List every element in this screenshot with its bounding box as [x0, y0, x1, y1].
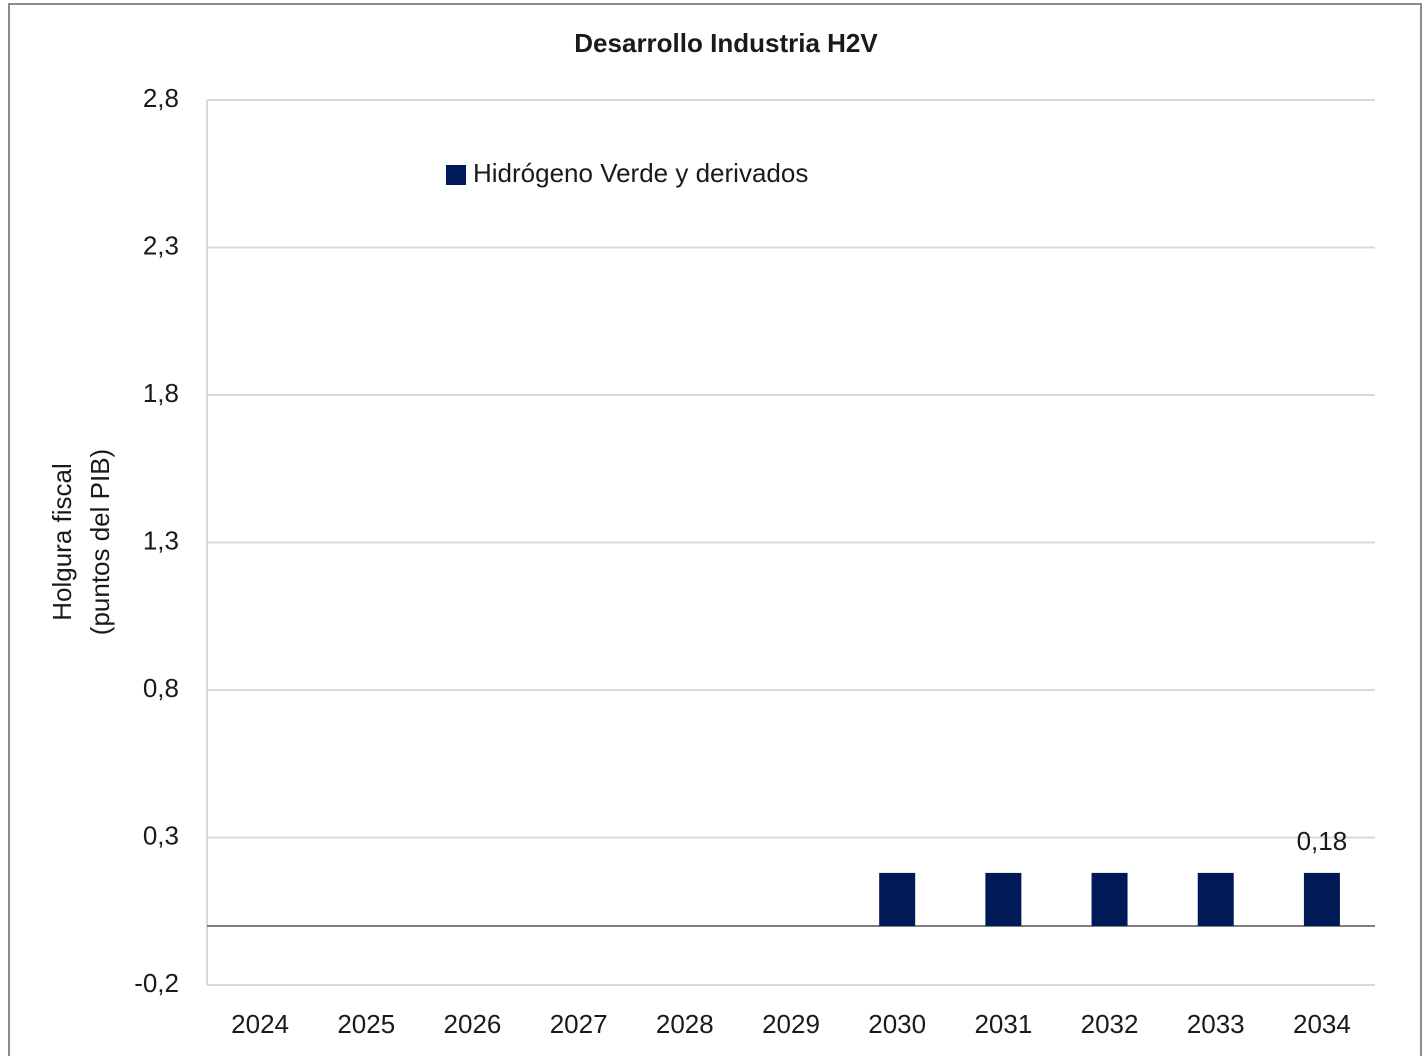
y-axis-label-line: Holgura fiscal	[47, 463, 77, 621]
y-tick-label: 0,3	[143, 820, 179, 850]
legend-label: Hidrógeno Verde y derivados	[473, 158, 808, 188]
x-tick-label: 2024	[231, 1009, 289, 1039]
x-tick-label: 2028	[656, 1009, 714, 1039]
y-tick-label: 1,3	[143, 525, 179, 555]
x-tick-label: 2031	[974, 1009, 1032, 1039]
y-tick-label: 2,3	[143, 230, 179, 260]
chart-title: Desarrollo Industria H2V	[574, 28, 878, 58]
y-tick-label: -0,2	[134, 968, 179, 998]
x-tick-label: 2025	[337, 1009, 395, 1039]
data-label: 0,18	[1297, 826, 1348, 856]
bar	[1303, 872, 1340, 926]
x-tick-label: 2030	[868, 1009, 926, 1039]
bar	[1091, 872, 1128, 926]
bar	[1197, 872, 1234, 926]
y-axis-label-line: (puntos del PIB)	[85, 449, 115, 635]
y-axis-label: Holgura fiscal (puntos del PIB)	[47, 449, 115, 635]
y-tick-label: 0,8	[143, 673, 179, 703]
bar	[985, 872, 1022, 926]
legend-swatch	[446, 165, 466, 185]
x-tick-label: 2029	[762, 1009, 820, 1039]
frame	[8, 3, 1422, 1056]
bar	[879, 872, 916, 926]
x-tick-label: 2026	[444, 1009, 502, 1039]
x-tick-label: 2033	[1187, 1009, 1245, 1039]
y-tick-label: 1,8	[143, 378, 179, 408]
x-tick-label: 2034	[1293, 1009, 1351, 1039]
x-tick-label: 2032	[1081, 1009, 1139, 1039]
y-tick-label: 2,8	[143, 83, 179, 113]
x-tick-label: 2027	[550, 1009, 608, 1039]
